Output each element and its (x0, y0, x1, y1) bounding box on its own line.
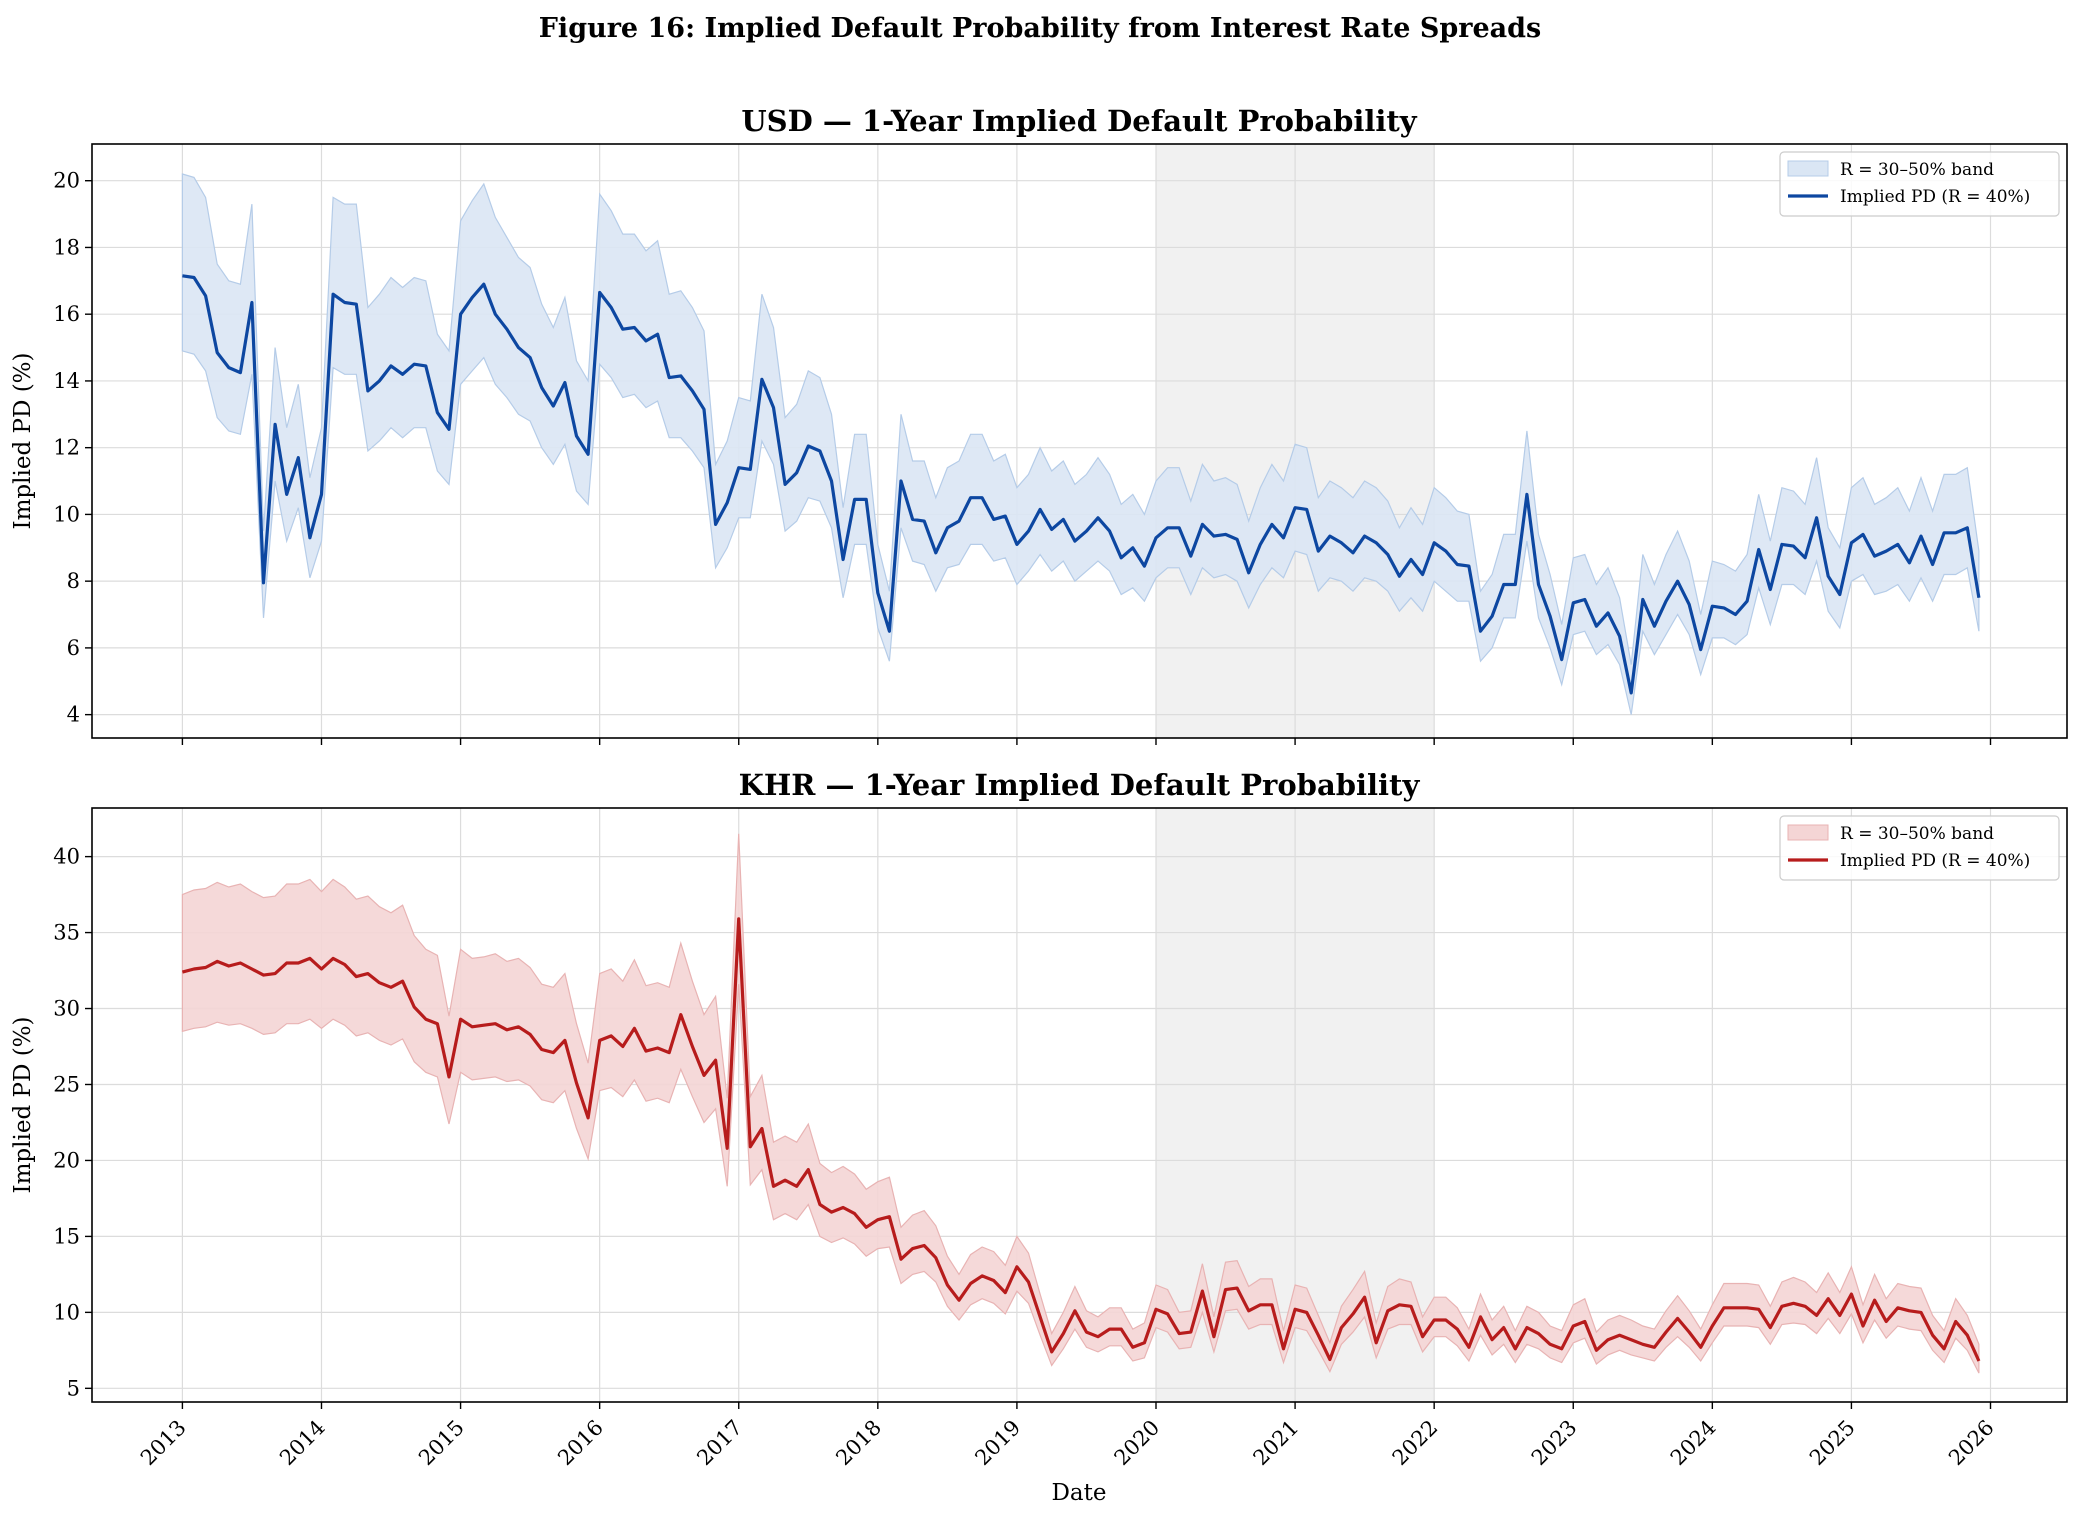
khr-ytick-label: 30 (53, 997, 80, 1021)
xtick-label: 2026 (1944, 1415, 1999, 1470)
xtick-label: 2020 (1110, 1415, 1165, 1470)
khr-panel: KHR — 1-Year Implied Default Probability… (10, 768, 2068, 1506)
usd-panel-title: USD — 1-Year Implied Default Probability (741, 104, 1417, 138)
usd-ytick-label: 10 (53, 502, 80, 526)
khr-band (181, 833, 1980, 1374)
xtick-label: 2023 (1527, 1415, 1582, 1470)
khr-ytick-label: 5 (67, 1376, 80, 1400)
figure-title: Figure 16: Implied Default Probability f… (539, 13, 1541, 44)
usd-ytick-label: 20 (53, 169, 80, 193)
khr-legend: R = 30–50% band Implied PD (R = 40%) (1779, 815, 2060, 881)
x-tick-labels: 2013 2014 2015 2016 2017 2018 2019 2020 2021 2022… (136, 1415, 1999, 1470)
xtick-label: 2025 (1805, 1415, 1860, 1470)
usd-pd-line (182, 274, 1981, 695)
usd-ytick-label: 16 (53, 302, 80, 326)
xtick-label: 2016 (553, 1415, 608, 1470)
usd-band (181, 173, 1980, 715)
usd-legend-band-swatch (1787, 160, 1829, 177)
xtick-label: 2013 (136, 1415, 191, 1470)
usd-band-area (181, 173, 1980, 715)
usd-ytick-label: 18 (53, 235, 80, 259)
usd-ytick-label: 4 (67, 703, 80, 727)
khr-ytick-label: 25 (53, 1072, 80, 1096)
usd-legend-band-label: R = 30–50% band (1840, 160, 1994, 180)
usd-line (182, 274, 1981, 695)
usd-ytick-label: 14 (53, 369, 80, 393)
xtick-label: 2017 (692, 1415, 747, 1470)
xtick-label: 2021 (1249, 1415, 1304, 1470)
khr-legend-box (1779, 815, 2060, 881)
khr-ytick-label: 15 (53, 1224, 80, 1248)
xtick-label: 2015 (414, 1415, 469, 1470)
khr-legend-line-label: Implied PD (R = 40%) (1840, 851, 2030, 871)
khr-legend-band-label: R = 30–50% band (1840, 824, 1994, 844)
usd-legend: R = 30–50% band Implied PD (R = 40%) (1779, 151, 2060, 217)
khr-pd-line (181, 917, 1981, 1362)
khr-band-area (181, 833, 1980, 1374)
usd-x-ticks (181, 738, 1992, 745)
khr-ytick-label: 40 (53, 845, 80, 869)
usd-ytick-label: 8 (67, 569, 80, 593)
xtick-label: 2024 (1666, 1415, 1721, 1470)
usd-legend-line-label: Implied PD (R = 40%) (1840, 187, 2030, 207)
khr-plot-frame (91, 807, 2068, 1403)
usd-legend-box (1779, 151, 2060, 217)
x-axis-label: Date (1051, 1480, 1106, 1506)
usd-ytick-label: 6 (67, 636, 80, 660)
usd-y-axis-label: Implied PD (%) (10, 352, 36, 529)
khr-x-ticks (181, 1402, 1992, 1409)
khr-legend-band-swatch (1787, 824, 1829, 841)
xtick-label: 2014 (275, 1415, 330, 1470)
khr-ytick-label: 35 (53, 921, 80, 945)
usd-plot-frame (91, 143, 2068, 739)
khr-ytick-label: 20 (53, 1148, 80, 1172)
usd-panel: USD — 1-Year Implied Default Probability… (10, 104, 2068, 745)
xtick-label: 2018 (831, 1415, 886, 1470)
usd-gridlines (92, 144, 2067, 738)
usd-y-ticks: 4 6 8 10 12 14 16 18 20 (53, 169, 92, 727)
xtick-label: 2022 (1388, 1415, 1443, 1470)
khr-y-ticks: 5 10 15 20 25 30 35 40 (53, 845, 92, 1400)
khr-ytick-label: 10 (53, 1300, 80, 1324)
khr-line (181, 917, 1981, 1362)
usd-ytick-label: 12 (53, 436, 80, 460)
khr-panel-title: KHR — 1-Year Implied Default Probability (739, 768, 1421, 802)
xtick-label: 2019 (970, 1415, 1025, 1470)
khr-y-axis-label: Implied PD (%) (10, 1016, 36, 1193)
